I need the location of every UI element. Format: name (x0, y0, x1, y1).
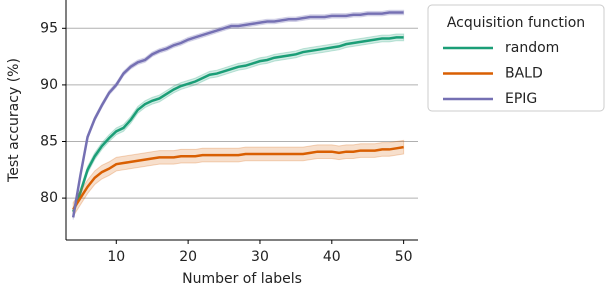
y-tick-label: 95 (40, 20, 58, 36)
legend-label: BALD (505, 66, 543, 82)
y-tick-label: 80 (40, 190, 58, 206)
y-axis-label: Test accuracy (%) (6, 58, 22, 183)
y-tick-label: 90 (40, 77, 58, 93)
line (72, 145, 404, 211)
error-band (72, 139, 405, 218)
legend-label: EPIG (505, 91, 537, 107)
x-tick-label: 30 (251, 249, 269, 265)
y-tick-label: 85 (40, 134, 58, 150)
x-tick-label: 50 (395, 249, 413, 265)
legend-title: Acquisition function (447, 15, 585, 31)
error-band (72, 33, 405, 216)
legend-box (427, 4, 605, 112)
x-axis-label: Number of labels (182, 271, 302, 286)
legend-label: random (505, 40, 559, 56)
x-tick-label: 20 (179, 249, 197, 265)
error-band (72, 9, 405, 220)
line (72, 36, 404, 213)
x-tick-label: 10 (107, 249, 125, 265)
x-tick-label: 40 (323, 249, 341, 265)
line (71, 11, 404, 218)
